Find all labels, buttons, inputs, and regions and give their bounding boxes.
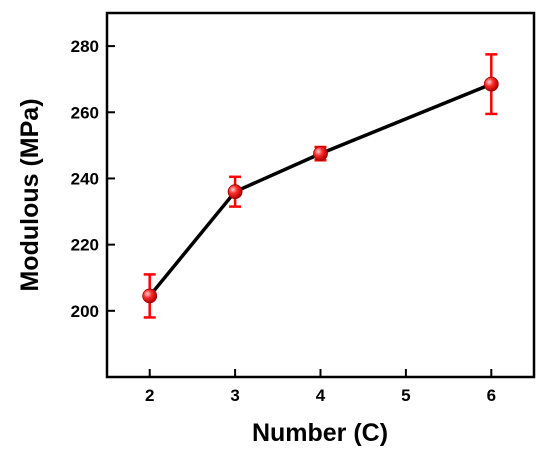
plot-frame [105, 11, 536, 379]
data-point [313, 146, 328, 162]
y-tick-label: 260 [71, 103, 99, 122]
data-point [227, 184, 243, 200]
x-tick-label: 4 [316, 386, 326, 405]
x-tick-label: 2 [145, 386, 154, 405]
y-tick-label: 220 [71, 236, 99, 255]
y-tick-label: 240 [71, 169, 99, 188]
y-axis: 200 220 240 260 280 [71, 37, 115, 321]
x-tick-label: 5 [401, 386, 410, 405]
series-line [148, 82, 492, 298]
x-axis-label: Number (C) [252, 419, 388, 447]
data-point [142, 288, 158, 304]
series [142, 53, 499, 319]
y-tick-label: 280 [71, 37, 99, 56]
y-tick-label: 200 [71, 302, 99, 321]
x-tick-label: 6 [487, 386, 496, 405]
x-axis: 2 3 4 5 6 [145, 369, 496, 405]
y-axis-label: Modulous (MPa) [16, 98, 44, 291]
data-point [483, 76, 499, 92]
x-tick-label: 3 [230, 386, 239, 405]
